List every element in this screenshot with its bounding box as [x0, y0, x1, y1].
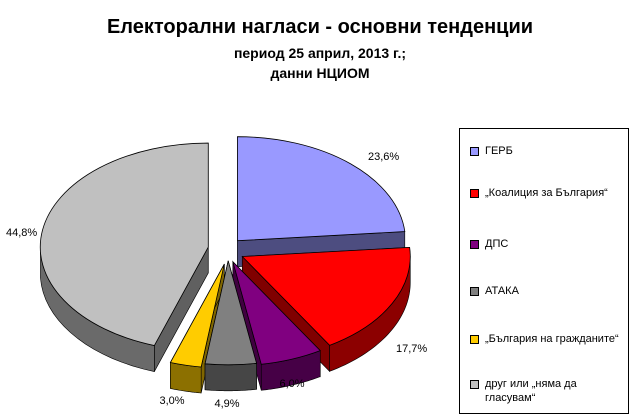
- legend-label: АТАКА: [485, 285, 519, 297]
- legend-swatch: [470, 335, 479, 344]
- legend-swatch: [470, 240, 479, 249]
- slice-top: [39, 142, 209, 347]
- slice-outer-wall: [170, 362, 202, 394]
- slice-top: [241, 246, 411, 346]
- legend-label-cont: гласувам“: [485, 392, 536, 404]
- legend-item-coalition: „Коалиция за България“: [470, 186, 608, 200]
- label-dps: 6,0%: [279, 378, 304, 390]
- legend-item-ataka: АТАКА: [470, 284, 519, 298]
- slice-dps: [232, 260, 321, 391]
- legend-label: „България на гражданите“: [485, 333, 619, 345]
- legend-swatch: [470, 380, 479, 389]
- slice-other: [39, 142, 209, 372]
- legend-swatch: [470, 287, 479, 296]
- legend-item-other: друг или „няма да гласувам“: [470, 377, 577, 405]
- legend-label: ГЕРБ: [485, 145, 513, 157]
- label-bulgaria-citizens: 3,0%: [159, 395, 184, 407]
- slice-top: [232, 260, 321, 365]
- legend-item-dps: ДПС: [470, 237, 508, 251]
- slice-outer-wall: [204, 362, 257, 392]
- label-coalition: 17,7%: [396, 343, 427, 355]
- slice-top: [204, 260, 258, 366]
- legend-label: „Коалиция за България“: [485, 187, 608, 199]
- legend-label: ДПС: [485, 238, 509, 250]
- chart-title: Електорални нагласи - основни тенденции: [106, 16, 534, 38]
- slice-top: [237, 136, 406, 242]
- chart-subtitle-source: данни НЦИОМ: [270, 65, 370, 81]
- legend-item-gerb: ГЕРБ: [470, 144, 513, 158]
- chart-legend: ГЕРБ „Коалиция за България“ ДПС АТАКА „Б…: [459, 128, 629, 414]
- legend-label-wrap: друг или „няма да гласувам“: [485, 377, 577, 405]
- legend-label: друг или „няма да: [485, 378, 577, 390]
- legend-swatch: [470, 189, 479, 198]
- slice-ataka: [204, 260, 258, 392]
- legend-item-bulgaria-citizens: „България на гражданите“: [470, 332, 619, 346]
- slice-gerb: [237, 136, 406, 268]
- label-gerb: 23,6%: [368, 151, 399, 163]
- label-other: 44,8%: [6, 227, 37, 239]
- slice-top: [169, 263, 225, 368]
- legend-swatch: [470, 147, 479, 156]
- label-ataka: 4,9%: [214, 398, 239, 410]
- chart-subtitle-period: период 25 април, 2013 г.;: [233, 45, 407, 61]
